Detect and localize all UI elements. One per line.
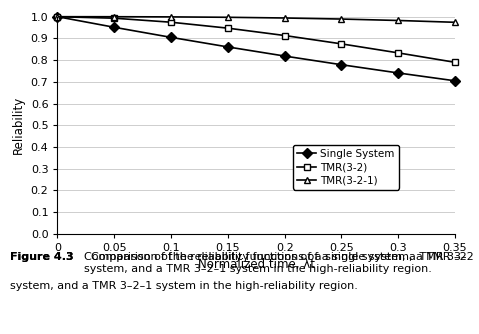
Line: TMR(3-2-1): TMR(3-2-1): [54, 13, 458, 26]
X-axis label: Normalized time, λt: Normalized time, λt: [198, 259, 315, 272]
Single System: [168, 35, 174, 39]
TMR(3-2-1): [452, 20, 458, 24]
TMR(3-2-1): [168, 15, 174, 19]
Single System: [55, 15, 60, 19]
TMR(3-2): [225, 26, 231, 30]
Single System: [395, 71, 401, 75]
Single System: [452, 79, 458, 83]
Legend: Single System, TMR(3-2), TMR(3-2-1): Single System, TMR(3-2), TMR(3-2-1): [293, 145, 399, 189]
Text: Figure 4.3: Figure 4.3: [10, 252, 73, 262]
TMR(3-2-1): [225, 15, 231, 19]
TMR(3-2-1): [339, 17, 344, 21]
TMR(3-2): [452, 60, 458, 64]
Single System: [225, 45, 231, 49]
TMR(3-2-1): [55, 15, 60, 19]
TMR(3-2-1): [112, 15, 117, 19]
TMR(3-2): [395, 51, 401, 55]
Single System: [282, 54, 287, 58]
Line: Single System: Single System: [54, 13, 458, 84]
TMR(3-2-1): [282, 16, 287, 20]
TMR(3-2): [168, 20, 174, 24]
TMR(3-2): [282, 33, 287, 37]
TMR(3-2): [112, 16, 117, 20]
TMR(3-2): [339, 42, 344, 46]
Text: Comparison of the reliability functions of a single system, a TMR 3–2: Comparison of the reliability functions …: [84, 252, 467, 262]
TMR(3-2): [55, 15, 60, 19]
TMR(3-2-1): [395, 18, 401, 22]
Line: TMR(3-2): TMR(3-2): [54, 13, 458, 66]
Single System: [339, 63, 344, 67]
Text: Figure 4.3: Figure 4.3: [10, 252, 73, 262]
Text: Comparison of the reliability functions of a single system, a TMR 3–2 system, an: Comparison of the reliability functions …: [84, 252, 474, 274]
Text: system, and a TMR 3–2–1 system in the high-reliability region.: system, and a TMR 3–2–1 system in the hi…: [10, 281, 357, 291]
Y-axis label: Reliability: Reliability: [12, 96, 25, 154]
Single System: [112, 25, 117, 29]
